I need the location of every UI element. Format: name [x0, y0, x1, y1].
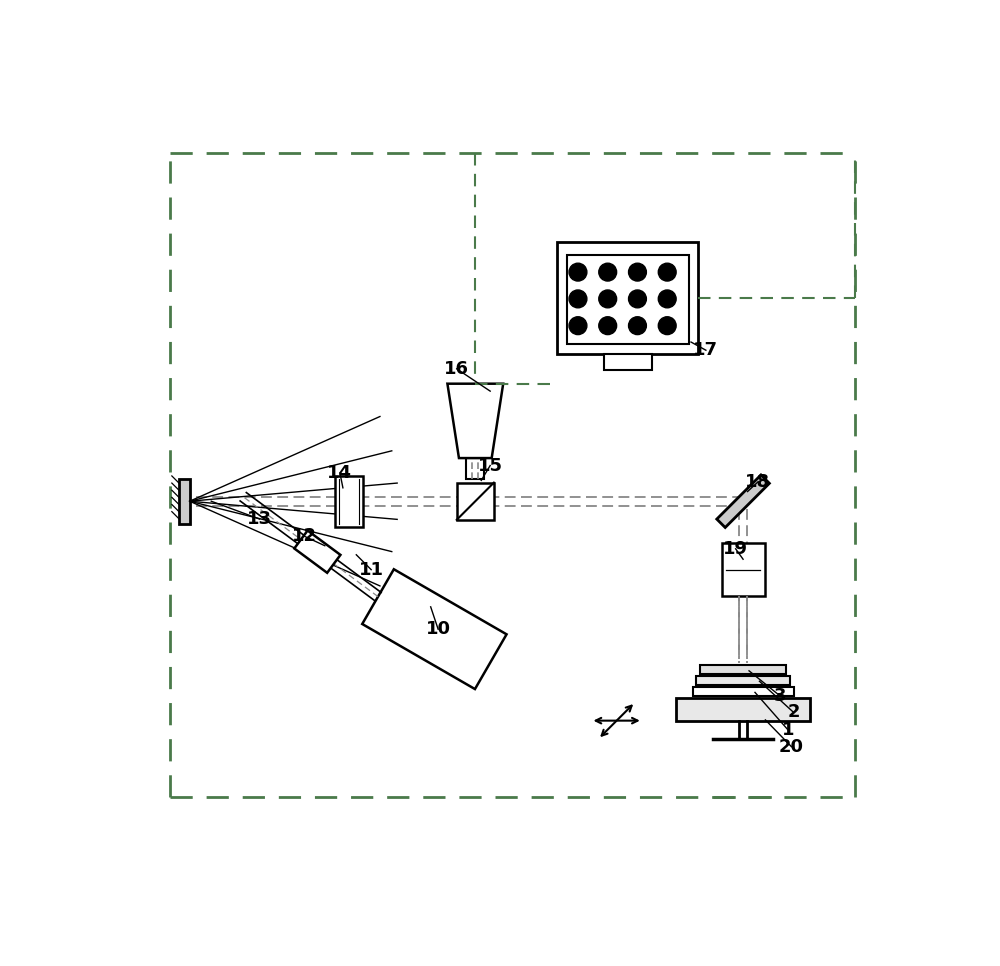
Bar: [557, 242, 698, 354]
Text: 20: 20: [779, 738, 804, 755]
Text: 2: 2: [787, 703, 800, 722]
Circle shape: [629, 317, 646, 334]
Polygon shape: [717, 475, 769, 527]
Polygon shape: [362, 569, 507, 689]
Circle shape: [569, 263, 587, 281]
Text: 1: 1: [781, 721, 794, 739]
Text: 11: 11: [359, 560, 384, 579]
Bar: [722, 543, 765, 596]
Bar: [676, 698, 810, 721]
Bar: [457, 483, 494, 520]
Text: 17: 17: [693, 341, 718, 359]
Circle shape: [599, 263, 617, 281]
Bar: [466, 458, 484, 479]
Text: 14: 14: [327, 464, 352, 482]
Text: 13: 13: [247, 510, 272, 528]
Circle shape: [599, 317, 617, 334]
Circle shape: [629, 263, 646, 281]
Bar: [604, 354, 652, 370]
Circle shape: [569, 317, 587, 334]
Bar: [179, 479, 190, 524]
Bar: [335, 476, 363, 526]
Text: 12: 12: [292, 527, 317, 545]
Circle shape: [658, 263, 676, 281]
Bar: [567, 255, 689, 344]
Circle shape: [658, 317, 676, 334]
Circle shape: [569, 290, 587, 308]
Text: 16: 16: [444, 359, 469, 378]
Bar: [693, 687, 794, 696]
Text: 10: 10: [426, 620, 451, 639]
Bar: [700, 665, 786, 674]
Polygon shape: [294, 530, 340, 573]
Bar: [696, 676, 790, 685]
Circle shape: [629, 290, 646, 308]
Text: 15: 15: [478, 457, 503, 474]
Text: 19: 19: [723, 540, 748, 557]
Circle shape: [599, 290, 617, 308]
Text: 3: 3: [774, 687, 787, 705]
Circle shape: [658, 290, 676, 308]
Text: 18: 18: [745, 473, 771, 491]
Polygon shape: [447, 384, 503, 458]
